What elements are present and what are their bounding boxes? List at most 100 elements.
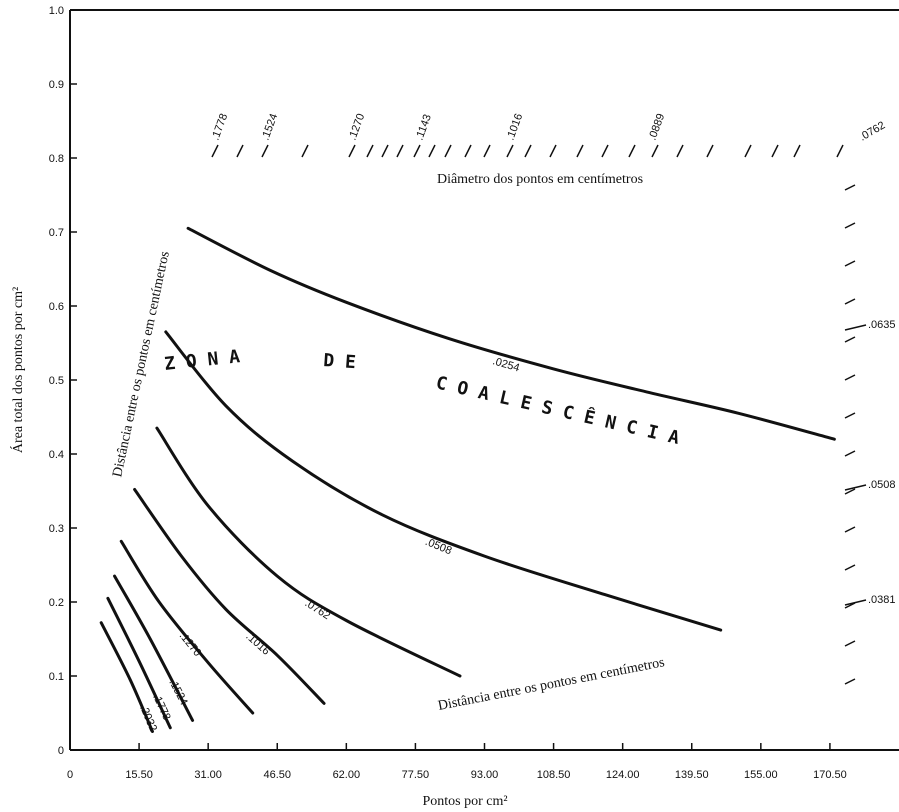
top-scale-dash: [524, 144, 532, 158]
x-tick-label: 93.00: [471, 769, 499, 781]
top-scale-dash: [549, 144, 557, 158]
right-scale-dash: [844, 564, 856, 571]
right-scale-dash: [844, 184, 856, 191]
top-scale-dash: [211, 144, 219, 158]
right-scale-dash: [844, 222, 856, 229]
right-scale-dash: [844, 298, 856, 305]
right-scale-dash: [844, 526, 856, 533]
series-label: .1270: [177, 630, 204, 659]
right-scale-leader: [844, 484, 867, 491]
series-group: .0254.0508.0762.1016.1270.1524.1778.2032: [99, 226, 836, 733]
x-tick-label: 124.00: [606, 769, 640, 781]
top-scale-dash: [444, 144, 452, 158]
right-scale-leader: [844, 599, 867, 606]
x-tick-label: 139.50: [675, 769, 709, 781]
right-scale-dash: [844, 602, 856, 609]
top-scale-dash: [576, 144, 584, 158]
y-tick-label: 0.9: [49, 79, 64, 91]
y-tick-label: 0.7: [49, 227, 64, 239]
right-scale-label: .0381: [868, 594, 896, 606]
x-tick-label: 155.00: [744, 769, 778, 781]
top-scale-label: .1778: [210, 112, 231, 142]
y-tick-label: 0.4: [49, 449, 64, 461]
right-scale-dash: [844, 640, 856, 647]
top-scale-dash: [651, 144, 659, 158]
top-scale-label: .1143: [414, 113, 434, 142]
x-ticks: 0 15.50 31.00 46.50 62.00 77.50 93.00 108.50 124…: [67, 743, 847, 781]
bottom-diagonal-caption: Distância entre os pontos em centímetros: [437, 655, 666, 714]
series-curve: [113, 574, 195, 722]
x-tick-label: 0: [67, 769, 73, 781]
series-curve: [106, 596, 172, 730]
top-scale-dash: [396, 144, 404, 158]
top-scale-label: .0889: [647, 112, 668, 142]
series-label: .0762: [303, 597, 333, 622]
right-scale-dash: [844, 678, 856, 685]
y-tick-label: 0: [58, 745, 64, 757]
series-label: .1524: [166, 677, 189, 707]
top-scale-label: .0762: [858, 119, 888, 143]
y-ticks: 0 0.1 0.2 0.3 0.4 0.5 0.6 0.7 0.8 0.9 1.0: [49, 5, 77, 757]
top-scale-label: .1524: [260, 112, 281, 142]
top-scale-dash: [793, 144, 801, 158]
right-scale-dash: [844, 374, 856, 381]
top-scale-label: .1270: [347, 112, 368, 142]
series-curve: [99, 621, 154, 733]
right-scale-label: .0508: [868, 479, 896, 491]
y-tick-label: 0.5: [49, 375, 64, 387]
top-scale-caption: Diâmetro dos pontos em centímetros: [437, 172, 643, 187]
series-label: .1016: [243, 630, 272, 657]
top-scale-dash: [836, 144, 844, 158]
right-scale-dash: [844, 488, 856, 495]
top-scale: .1778 .1524 .1270 .1143 .1016 .0889 .0762: [210, 112, 888, 158]
top-scale-dash: [771, 144, 779, 158]
top-scale-dash: [744, 144, 752, 158]
x-tick-label: 170.50: [813, 769, 847, 781]
x-tick-label: 62.00: [333, 769, 361, 781]
y-tick-label: 0.3: [49, 523, 64, 535]
top-scale-dash: [236, 144, 244, 158]
x-tick-label: 46.50: [263, 769, 291, 781]
top-scale-dash: [366, 144, 374, 158]
series-label: .0508: [423, 536, 453, 557]
top-scale-dash: [348, 144, 356, 158]
y-tick-label: 0.8: [49, 153, 64, 165]
series-curve: [133, 488, 326, 705]
top-scale-dash: [483, 144, 491, 158]
y-tick-label: 0.2: [49, 597, 64, 609]
right-scale-dash: [844, 336, 856, 343]
y-tick-label: 0.1: [49, 671, 64, 683]
right-scale-dash: [844, 450, 856, 457]
top-scale-label: .1016: [505, 112, 526, 142]
top-scale-dash: [413, 144, 421, 158]
zone-text-coalescencia: C O A L E S C Ê N C I A: [434, 371, 682, 449]
x-axis-title: Pontos por cm²: [422, 794, 507, 809]
top-scale-dash: [706, 144, 714, 158]
right-scale: .0635 .0508 .0381: [844, 184, 896, 685]
top-scale-dash: [261, 144, 269, 158]
right-scale-leader: [844, 324, 867, 331]
top-scale-dash: [506, 144, 514, 158]
right-scale-label: .0635: [868, 319, 896, 331]
series-curve: [164, 330, 723, 632]
top-scale-dash: [601, 144, 609, 158]
right-scale-dash: [844, 412, 856, 419]
x-tick-label: 108.50: [537, 769, 571, 781]
zone-text-zona: Z O N A: [163, 346, 241, 375]
series-curve: [155, 426, 462, 678]
y-tick-label: 1.0: [49, 5, 64, 17]
x-tick-label: 77.50: [402, 769, 430, 781]
right-scale-dash: [844, 260, 856, 267]
top-scale-dash: [628, 144, 636, 158]
y-tick-label: 0.6: [49, 301, 64, 313]
series-curve: [119, 539, 255, 715]
y-axis-title: Área total dos pontos por cm²: [9, 287, 26, 453]
zone-text-de: D E: [323, 350, 357, 373]
top-scale-dash: [428, 144, 436, 158]
x-tick-label: 31.00: [194, 769, 222, 781]
top-scale-dash: [381, 144, 389, 158]
top-scale-dash: [464, 144, 472, 158]
x-tick-label: 15.50: [125, 769, 153, 781]
top-scale-dash: [676, 144, 684, 158]
